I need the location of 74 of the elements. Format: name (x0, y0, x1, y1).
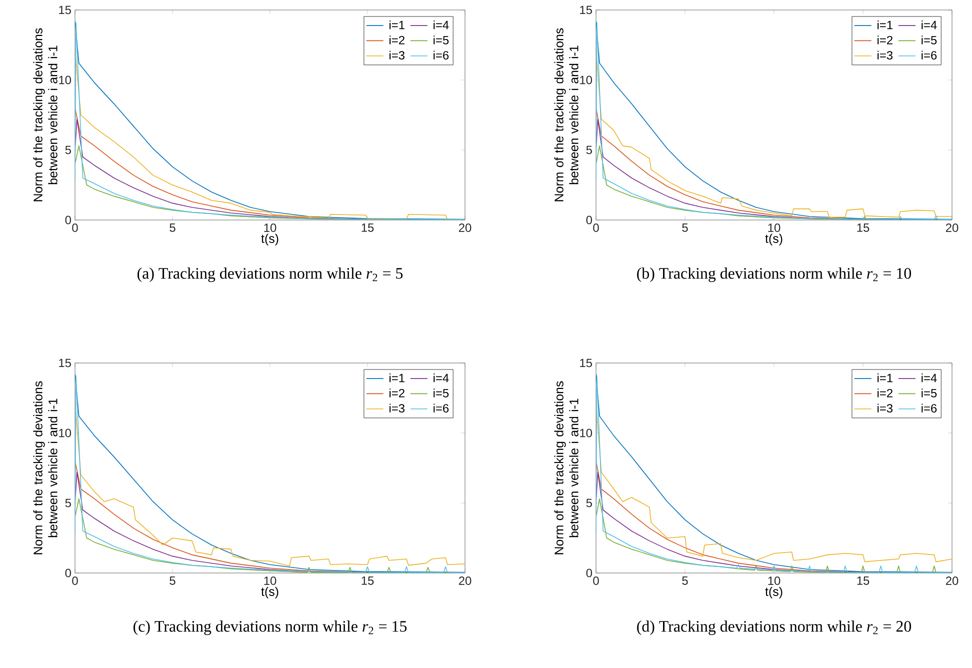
y-tick-label: 0 (65, 216, 72, 224)
legend-label: i=4 (922, 20, 937, 30)
text: (b) Tracking deviations norm while r$_{2}$ = 10 (637, 268, 912, 282)
legend-label: i=2 (390, 388, 404, 398)
legend-label: i=3 (878, 50, 893, 60)
line-series (596, 402, 952, 562)
legend-label: i=4 (922, 373, 937, 382)
legend-label: i=2 (878, 36, 892, 44)
y-tick-label: 10 (580, 76, 592, 84)
text: (d) Tracking deviations norm while r$_{2}$ = 20 (637, 620, 912, 636)
legend-label: i=4 (434, 373, 449, 382)
x-tick-label: 5 (170, 576, 176, 585)
x-tick-label: 20 (946, 576, 958, 585)
legend-label: i=1 (390, 373, 404, 382)
y-tick-label: 0 (586, 568, 592, 578)
x-axis-title: t(s) (765, 586, 782, 598)
x-axis-title: t(s) (261, 234, 278, 246)
legend-label: i=6 (434, 50, 449, 60)
x-tick-label: 15 (857, 224, 870, 232)
x-tick-label: 20 (458, 576, 472, 585)
legend-label: i=2 (878, 388, 892, 398)
x-tick-label: 0 (72, 576, 78, 585)
x-tick-label: 5 (682, 576, 688, 585)
legend-label: i=5 (922, 388, 937, 398)
legend-label: i=6 (434, 404, 449, 413)
x-tick-label: 5 (682, 224, 688, 232)
x-axis-title: t(s) (765, 234, 782, 246)
y-tick-label: 5 (586, 146, 592, 154)
x-tick-label: 0 (72, 224, 78, 232)
legend-label: i=3 (390, 50, 405, 60)
x-tick-label: 10 (264, 576, 276, 585)
legend-label: i=3 (390, 404, 405, 413)
y-tick-label: 15 (59, 6, 71, 14)
y-tick-label: 15 (580, 358, 592, 368)
legend-label: i=6 (922, 50, 937, 60)
legend-label: i=1 (878, 373, 892, 382)
x-tick-label: 10 (768, 224, 780, 232)
x-tick-label: 5 (170, 224, 176, 232)
y-tick-label: 10 (59, 428, 72, 438)
x-tick-label: 15 (362, 576, 374, 585)
y-axis-title: Norm of the tracking deviations between vehicle i and i-1 (33, 381, 58, 554)
y-tick-label: 15 (580, 6, 592, 14)
legend-label: i=5 (434, 36, 449, 44)
text: (c) Tracking deviations norm while r$_{2}$ = 15 (134, 620, 407, 636)
legend-label: i=3 (878, 404, 893, 413)
x-tick-label: 0 (593, 576, 599, 585)
y-axis-title: Norm of the tracking deviations between vehicle i and i-1 (554, 381, 578, 554)
legend-label: i=6 (922, 404, 937, 413)
line-series (75, 402, 466, 566)
text: (a) Tracking deviations norm while r$_{2}$ = 5 (137, 268, 403, 282)
y-tick-label: 0 (65, 568, 72, 578)
legend-label: i=2 (390, 36, 404, 44)
legend-label: i=5 (434, 388, 449, 398)
y-axis-title: Norm of the tracking deviations between vehicle i and i-1 (554, 28, 578, 202)
x-tick-label: 20 (458, 224, 472, 232)
y-tick-label: 5 (586, 498, 592, 508)
y-tick-label: 10 (59, 76, 72, 84)
legend-label: i=4 (434, 20, 449, 30)
x-axis-title: t(s) (261, 586, 278, 598)
legend-label: i=1 (390, 20, 404, 30)
x-tick-label: 15 (857, 576, 870, 585)
x-tick-label: 10 (264, 224, 276, 232)
y-tick-label: 5 (65, 498, 71, 508)
y-tick-label: 15 (59, 358, 71, 368)
legend-label: i=1 (878, 20, 892, 30)
x-tick-label: 20 (946, 224, 958, 232)
y-tick-label: 5 (65, 146, 71, 154)
x-tick-label: 10 (768, 576, 780, 585)
y-axis-title: Norm of the tracking deviations between vehicle i and i-1 (33, 28, 58, 202)
x-tick-label: 0 (593, 224, 599, 232)
legend-label: i=5 (922, 36, 937, 44)
y-tick-label: 0 (586, 216, 592, 224)
y-tick-label: 10 (580, 428, 592, 438)
x-tick-label: 15 (362, 224, 374, 232)
